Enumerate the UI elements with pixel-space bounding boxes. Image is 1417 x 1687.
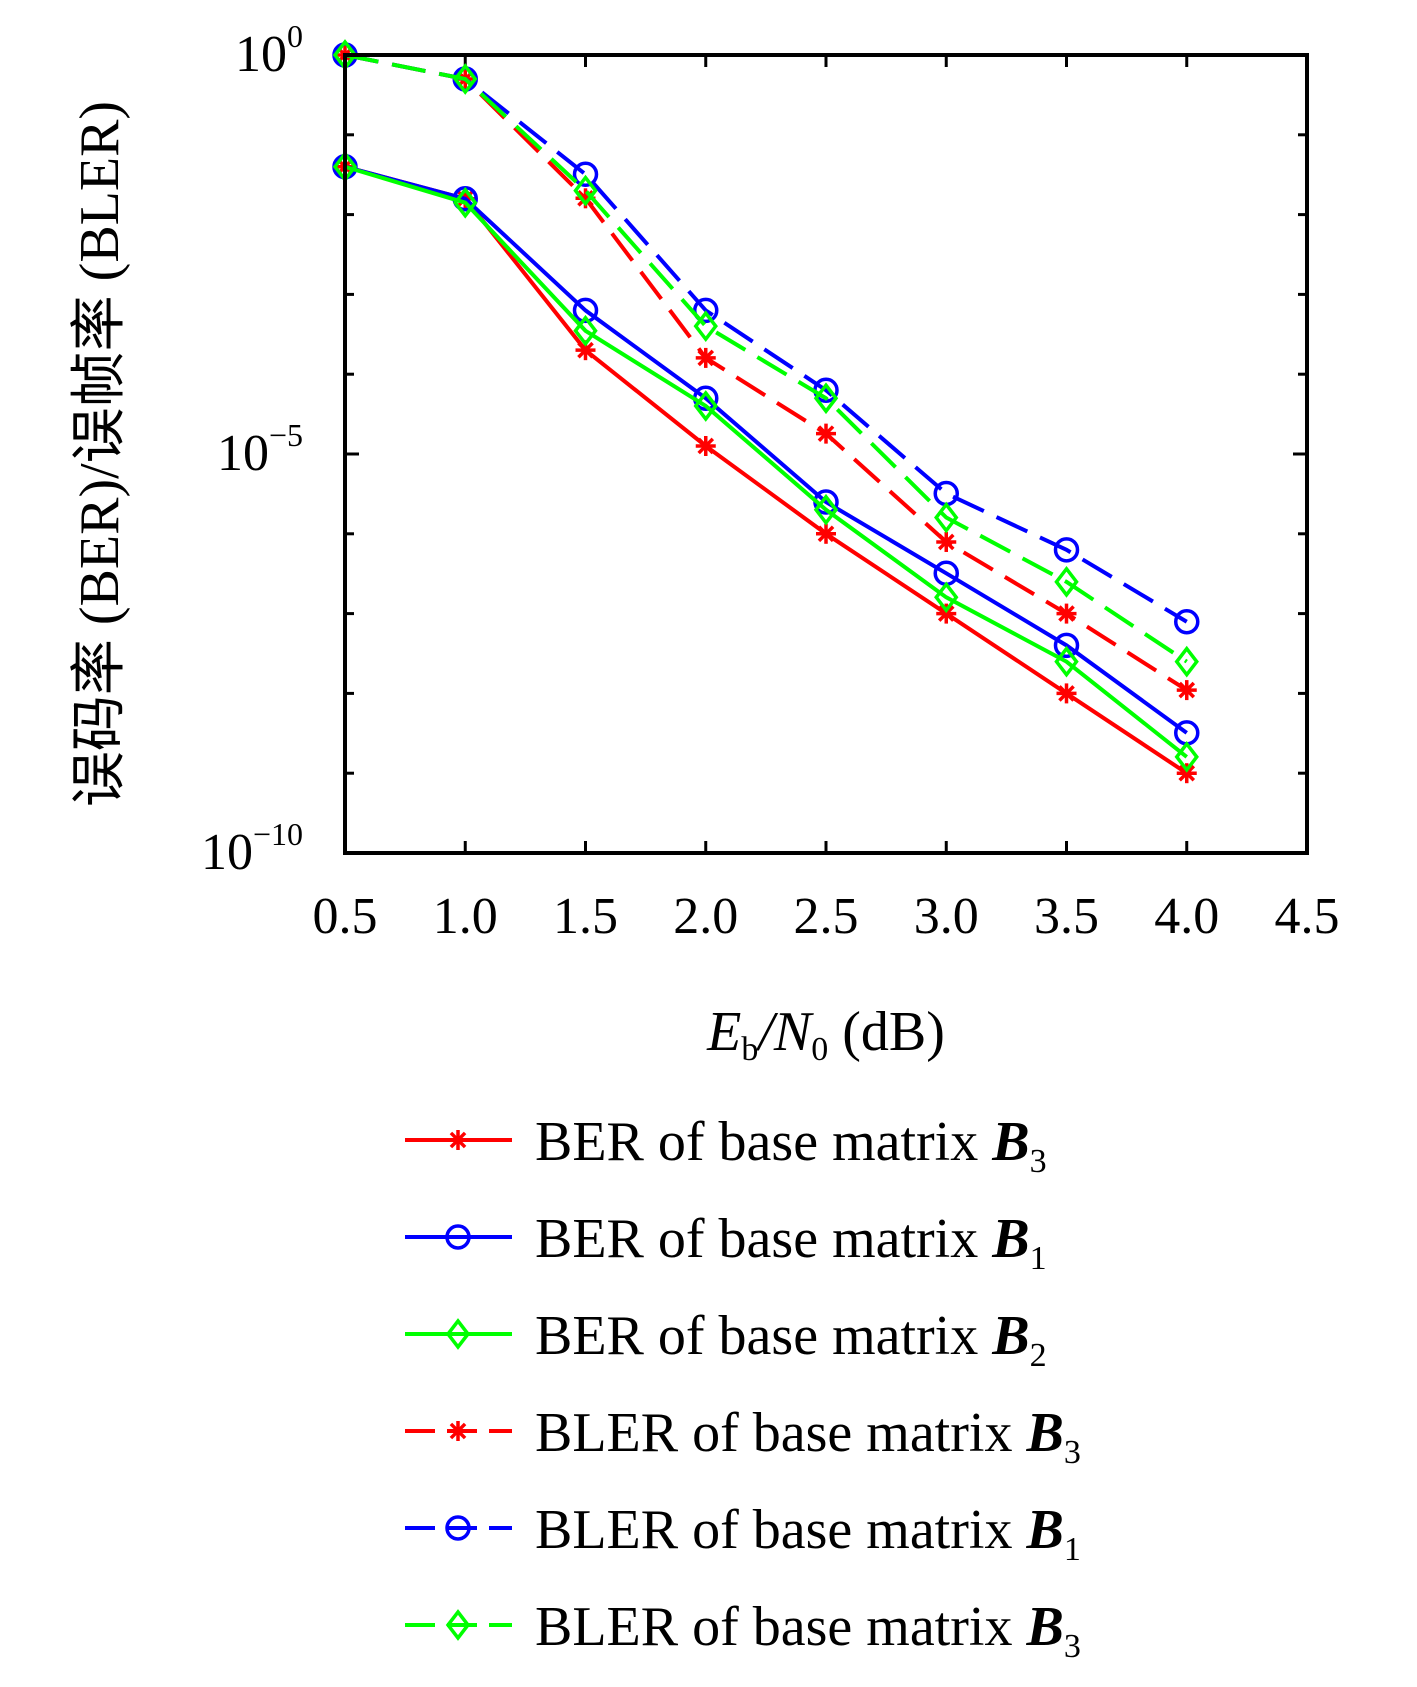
x-tick-label: 3.5 <box>1034 888 1099 945</box>
data-point-diamond <box>693 390 718 422</box>
series-line <box>344 164 1188 759</box>
series-line <box>344 53 1188 664</box>
y-axis-label: 误码率 (BER)/误帧率 (BLER) <box>69 101 131 807</box>
data-point-diamond <box>1054 645 1079 678</box>
data-point-diamond <box>1174 741 1199 773</box>
series-bler-3 <box>335 45 1197 701</box>
data-point-asterisk <box>448 1130 468 1150</box>
legend-item: BLER of base matrix B1 <box>405 1499 1081 1568</box>
x-tick-label: 4.5 <box>1275 888 1340 945</box>
data-point-diamond <box>813 382 839 415</box>
data-point-asterisk <box>1176 680 1197 701</box>
data-point-diamond <box>573 314 598 347</box>
legend-label: BLER of base matrix B1 <box>535 1499 1081 1568</box>
data-point-diamond <box>934 581 959 614</box>
data-point-circle <box>933 480 959 507</box>
legend-label: BER of base matrix B1 <box>535 1208 1047 1277</box>
data-point-circle <box>445 1515 471 1541</box>
legend: BER of base matrix B3 BER of base matrix … <box>405 1111 1081 1665</box>
data-point-diamond <box>573 174 598 207</box>
legend-item: BER of base matrix B2 <box>405 1305 1047 1374</box>
y-tick-labels: 100 10−5 10−10 <box>201 18 303 881</box>
data-point-asterisk <box>695 435 716 456</box>
y-tick-label: 10−10 <box>201 816 303 881</box>
legend-item: BER of base matrix B1 <box>405 1208 1047 1277</box>
data-point-diamond <box>1054 565 1079 598</box>
data-point-diamond <box>445 1609 471 1641</box>
series-layer <box>332 39 1200 784</box>
series-line <box>344 164 1188 775</box>
legend-item: BER of base matrix B3 <box>405 1111 1047 1180</box>
data-point-asterisk <box>1056 603 1077 624</box>
data-point-circle <box>572 297 599 324</box>
data-point-circle <box>1053 537 1080 563</box>
legend-label: BLER of base matrix B3 <box>535 1402 1081 1471</box>
data-point-asterisk <box>1176 763 1197 784</box>
data-point-circle <box>572 161 599 188</box>
data-point-diamond <box>813 493 839 526</box>
data-point-diamond <box>445 1318 471 1350</box>
data-point-diamond <box>453 186 478 219</box>
data-point-asterisk <box>575 340 596 361</box>
data-point-circle <box>693 297 719 324</box>
data-point-diamond <box>453 63 478 95</box>
x-tick-label: 1.0 <box>433 888 498 945</box>
x-tick-label: 2.5 <box>794 888 859 945</box>
data-point-diamond <box>693 310 718 343</box>
series-line <box>344 53 1188 624</box>
x-tick-label: 2.0 <box>673 888 738 945</box>
series-line <box>344 164 1188 735</box>
data-point-asterisk <box>816 423 836 444</box>
x-tick-label: 1.5 <box>553 888 618 945</box>
data-point-asterisk <box>448 1421 468 1441</box>
data-point-circle <box>1053 632 1080 659</box>
y-tick-label: 100 <box>235 18 303 83</box>
axis-ticks <box>343 53 1309 855</box>
data-point-diamond <box>934 501 959 534</box>
data-point-circle <box>445 1224 471 1250</box>
data-point-diamond <box>1174 645 1199 678</box>
series-ber-1 <box>332 153 1200 746</box>
data-point-asterisk <box>1056 683 1077 704</box>
x-tick-label: 4.0 <box>1154 888 1219 945</box>
data-point-asterisk <box>936 531 957 552</box>
series-ber-2 <box>332 150 1199 773</box>
x-tick-labels: 0.5 1.0 1.5 2.0 2.5 3.0 3.5 4.0 4.5 <box>313 888 1340 945</box>
data-point-circle <box>1174 609 1200 635</box>
y-tick-label: 10−5 <box>217 417 303 482</box>
legend-item: BLER of base matrix B3 <box>405 1596 1081 1665</box>
data-point-asterisk <box>695 347 716 368</box>
plot-frame <box>343 53 1309 855</box>
legend-item: BLER of base matrix B3 <box>405 1402 1081 1471</box>
data-point-asterisk <box>816 523 836 544</box>
legend-label: BER of base matrix B3 <box>535 1111 1047 1180</box>
x-axis-label: Eb/N0 (dB) <box>706 1001 945 1068</box>
x-tick-label: 3.0 <box>914 888 979 945</box>
series-ber-0 <box>335 156 1197 784</box>
series-line <box>344 53 1188 692</box>
legend-label: BLER of base matrix B3 <box>535 1596 1081 1665</box>
legend-label: BER of base matrix B2 <box>535 1305 1047 1374</box>
series-bler-5 <box>332 39 1199 678</box>
x-tick-label: 0.5 <box>313 888 378 945</box>
data-point-asterisk <box>936 603 957 624</box>
series-bler-4 <box>332 42 1200 635</box>
